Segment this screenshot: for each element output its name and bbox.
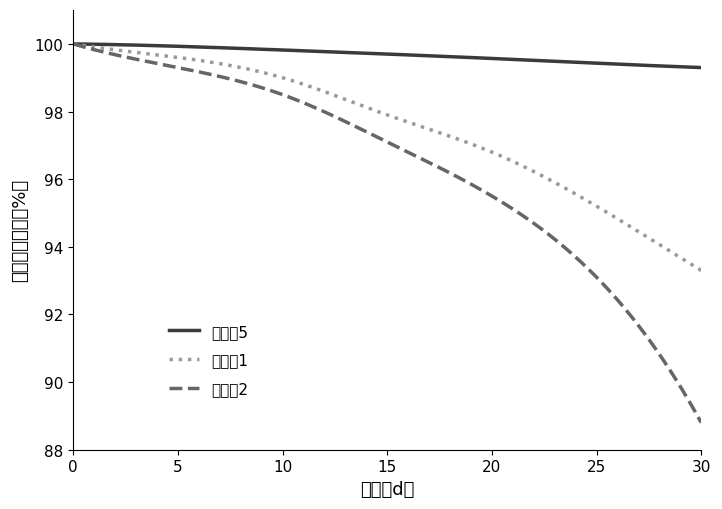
对比例2 bbox=[440, 168, 449, 174]
X-axis label: 时间（d）: 时间（d） bbox=[360, 480, 414, 498]
实施例5 bbox=[440, 54, 449, 61]
对比例1 bbox=[453, 136, 462, 143]
Line: 对比例2: 对比例2 bbox=[73, 45, 701, 423]
对比例2 bbox=[453, 175, 462, 181]
对比例2 bbox=[697, 420, 705, 426]
对比例1 bbox=[69, 42, 77, 48]
Line: 实施例5: 实施例5 bbox=[73, 45, 701, 68]
实施例5 bbox=[69, 42, 77, 48]
Y-axis label: 生物素保留率（%）: 生物素保留率（%） bbox=[11, 179, 29, 282]
Line: 对比例1: 对比例1 bbox=[73, 45, 701, 271]
实施例5 bbox=[598, 61, 606, 67]
对比例2 bbox=[443, 169, 451, 175]
对比例2 bbox=[638, 328, 647, 334]
实施例5 bbox=[697, 65, 705, 71]
实施例5 bbox=[71, 42, 79, 48]
对比例2 bbox=[69, 42, 77, 48]
实施例5 bbox=[453, 55, 462, 61]
对比例1 bbox=[697, 268, 705, 274]
对比例2 bbox=[598, 281, 606, 287]
对比例1 bbox=[443, 133, 451, 139]
Legend: 实施例5, 对比例1, 对比例2: 实施例5, 对比例1, 对比例2 bbox=[162, 318, 255, 403]
对比例1 bbox=[71, 42, 79, 48]
对比例1 bbox=[638, 232, 647, 238]
对比例1 bbox=[440, 132, 449, 138]
对比例2 bbox=[71, 42, 79, 48]
实施例5 bbox=[443, 54, 451, 61]
对比例1 bbox=[598, 207, 606, 213]
实施例5 bbox=[638, 63, 647, 69]
